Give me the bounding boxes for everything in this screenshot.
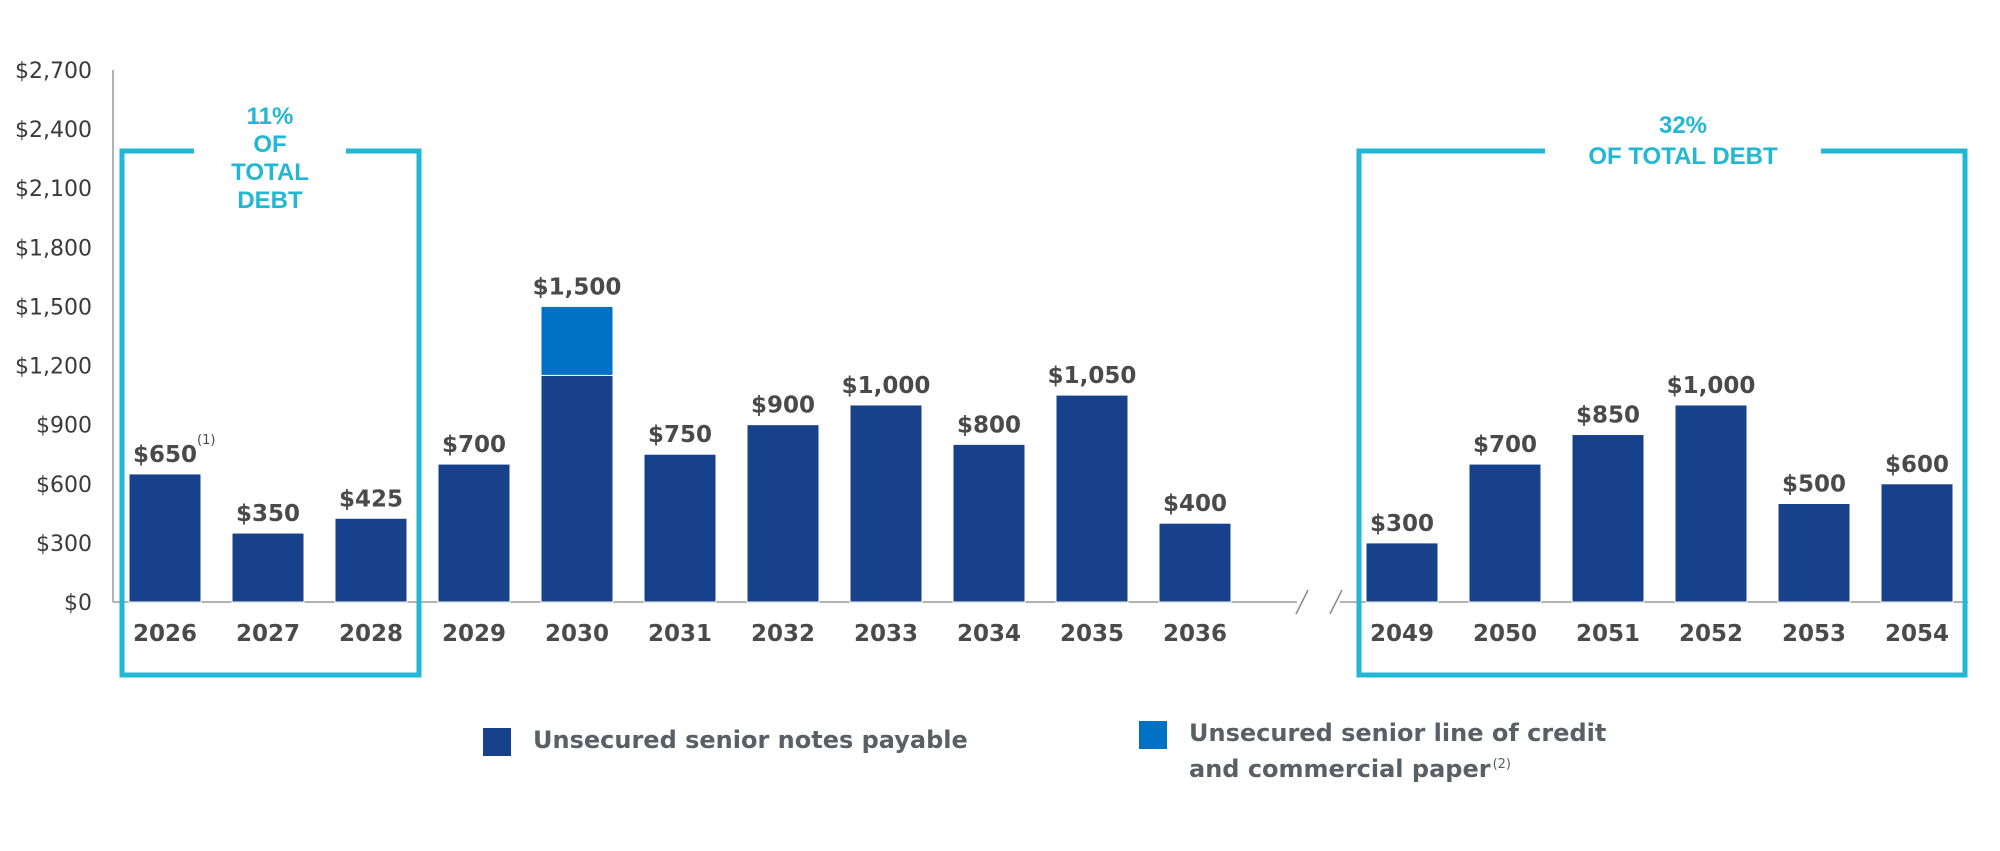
y-tick-label: $2,100 [15, 177, 92, 202]
bar-2049-notes [1365, 542, 1439, 603]
data-label: $800 [957, 412, 1021, 438]
legend-label-line-of-credit-line2: and commercial paper [1189, 755, 1491, 783]
data-label: $1,500 [533, 274, 622, 300]
data-label: $600 [1885, 452, 1949, 478]
y-tick-label: $0 [64, 591, 92, 616]
y-tick-label: $600 [36, 473, 92, 498]
data-label: $1,000 [1667, 373, 1756, 399]
legend-label-notes-payable: Unsecured senior notes payable [533, 726, 968, 754]
bar-2030-credit [540, 305, 614, 376]
y-tick-label: $300 [36, 532, 92, 557]
x-tick-label: 2053 [1782, 621, 1846, 647]
bar-2033-notes [849, 404, 923, 603]
data-label: $500 [1782, 471, 1846, 497]
x-tick-label: 2028 [339, 621, 403, 647]
y-tick-label: $1,800 [15, 236, 92, 261]
bar-2051-notes [1571, 434, 1645, 603]
axis-break-mark [1329, 589, 1343, 615]
bar-2027-notes [231, 532, 305, 603]
y-tick-label: $2,700 [15, 59, 92, 84]
y-tick-label: $2,400 [15, 118, 92, 143]
bar-2054-notes [1880, 483, 1954, 603]
callout-text-2: OF TOTAL DEBT [1588, 143, 1778, 170]
bar-2026-notes [128, 473, 202, 603]
data-label: $425 [339, 486, 403, 512]
footnote-1: (1) [197, 433, 215, 448]
x-tick-label: 2029 [442, 621, 506, 647]
data-label: $700 [1473, 432, 1537, 458]
x-tick-label: 2033 [854, 621, 918, 647]
legend-footnote-2: (2) [1492, 757, 1511, 772]
axis-break-mark [1295, 589, 1309, 615]
x-tick-label: 2051 [1576, 621, 1640, 647]
x-tick-label: 2034 [957, 621, 1021, 647]
bar-2029-notes [437, 463, 511, 603]
x-tick-label: 2036 [1163, 621, 1227, 647]
bar-2030-notes [540, 374, 614, 603]
bar-2036-notes [1158, 522, 1232, 603]
bar-2052-notes [1674, 404, 1748, 603]
x-tick-label: 2027 [236, 621, 300, 647]
data-label: $1,000 [842, 373, 931, 399]
data-label: $650 [133, 442, 197, 468]
y-tick-label: $1,500 [15, 295, 92, 320]
bar-2032-notes [746, 424, 820, 603]
legend-label-line-of-credit-line1: Unsecured senior line of credit [1189, 719, 1607, 747]
legend-item-line-of-credit: Unsecured senior line of credit and comm… [1139, 717, 1606, 785]
callout-text-1: 11% [247, 103, 294, 130]
callout-text-1: TOTAL [231, 159, 309, 186]
y-tick-label: $900 [36, 414, 92, 439]
y-tick-label: $1,200 [15, 355, 92, 380]
callout-text-1: OF [253, 131, 286, 158]
callout-bracket-1 [119, 148, 422, 678]
x-tick-label: 2035 [1060, 621, 1124, 647]
data-label: $900 [751, 393, 815, 419]
bar-2053-notes [1777, 502, 1851, 603]
legend-swatch-line-of-credit [1139, 721, 1167, 749]
x-tick-label: 2052 [1679, 621, 1743, 647]
legend-item-notes-payable: Unsecured senior notes payable [483, 724, 968, 756]
legend-swatch-notes-payable [483, 728, 511, 756]
bar-2050-notes [1468, 463, 1542, 603]
data-label: $700 [442, 432, 506, 458]
data-label: $400 [1163, 491, 1227, 517]
data-label: $850 [1576, 403, 1640, 429]
bar-2031-notes [643, 453, 717, 603]
x-tick-label: 2030 [545, 621, 609, 647]
bar-2035-notes [1055, 394, 1129, 603]
bar-2034-notes [952, 443, 1026, 603]
x-tick-label: 2032 [751, 621, 815, 647]
data-label: $1,050 [1048, 363, 1137, 389]
data-label: $300 [1370, 511, 1434, 537]
data-label: $350 [236, 501, 300, 527]
bar-2028-notes [334, 517, 408, 603]
x-tick-label: 2050 [1473, 621, 1537, 647]
callout-text-2: 32% [1659, 112, 1707, 139]
data-label: $750 [648, 422, 712, 448]
callout-bracket-2 [1356, 148, 1968, 678]
x-tick-label: 2031 [648, 621, 712, 647]
callout-text-1: DEBT [237, 187, 303, 214]
x-tick-label: 2054 [1885, 621, 1949, 647]
x-tick-label: 2049 [1370, 621, 1434, 647]
x-tick-label: 2026 [133, 621, 197, 647]
